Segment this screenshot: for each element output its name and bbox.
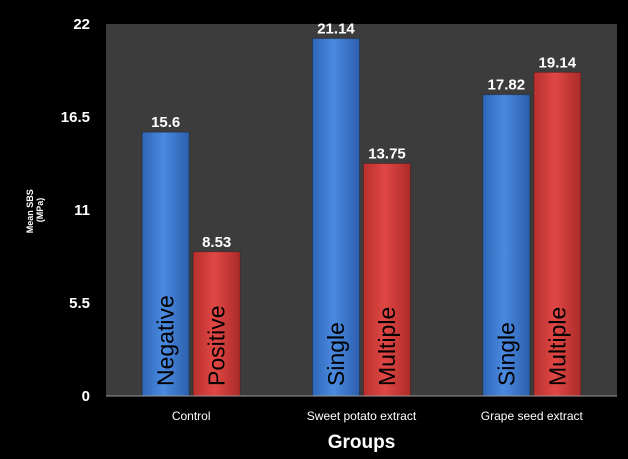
bar-inner-label: Negative (153, 295, 179, 386)
bar-inner-label: Positive (204, 305, 230, 386)
bar-inner-label: Multiple (544, 307, 570, 386)
bar (363, 163, 411, 397)
data-label: 17.82 (488, 77, 526, 94)
plot-area (106, 24, 617, 396)
x-category-label: Grape seed extract (481, 409, 584, 423)
data-label: 8.53 (202, 234, 231, 251)
y-axis-title: Mean SBS (MPa) (25, 187, 45, 234)
x-category-label: Control (172, 409, 211, 423)
y-tick-label: 5.5 (69, 295, 90, 312)
y-tick-label: 16.5 (61, 109, 90, 126)
bars: 15.6 Negative 8.53 Positive 21.14 Single 13.75… (141, 21, 582, 397)
bar (141, 131, 190, 397)
y-tick-label: 22 (73, 16, 90, 33)
bar (482, 94, 531, 397)
data-label: 15.6 (151, 114, 180, 131)
y-axis-title-line-2: (MPa) (35, 198, 45, 223)
bar-inner-label: Multiple (374, 307, 400, 386)
bar-inner-label: Single (323, 322, 349, 386)
data-label: 21.14 (317, 21, 355, 38)
x-axis-categories: Control Sweet potato extract Grape seed ex… (172, 409, 584, 423)
y-axis-ticks: 0 5.5 11 16.5 22 (61, 16, 90, 405)
x-axis-title: Groups (328, 432, 396, 453)
y-tick-label: 0 (82, 388, 90, 405)
data-label: 13.75 (368, 146, 406, 163)
bar-inner-label: Single (493, 322, 519, 386)
bar (312, 38, 360, 397)
data-label: 19.14 (539, 54, 577, 71)
y-tick-label: 11 (74, 202, 90, 219)
y-axis-title-line-1: Mean SBS (25, 189, 35, 233)
x-category-label: Sweet potato extract (307, 409, 417, 423)
bar (533, 71, 582, 397)
bar (192, 251, 241, 397)
